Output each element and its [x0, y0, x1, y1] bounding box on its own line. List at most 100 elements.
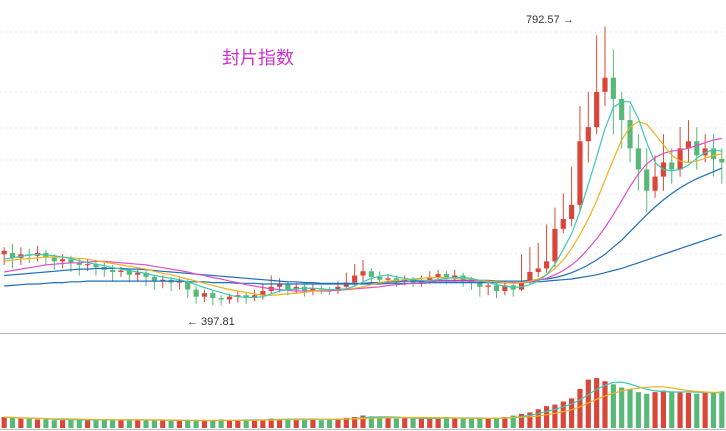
volume-bar-7	[59, 420, 66, 428]
volume-bar-52	[435, 417, 441, 428]
volume-bar-15	[126, 419, 132, 428]
candle-body-57	[477, 282, 483, 287]
ma60-line	[4, 233, 722, 287]
candle-body-10	[85, 264, 91, 266]
volume-bars	[1, 378, 725, 428]
volume-bar-32	[268, 418, 274, 428]
volume-bar-17	[143, 420, 149, 428]
volume-bar-13	[110, 420, 116, 428]
volume-bar-47	[393, 418, 399, 428]
candle-body-83	[694, 141, 700, 156]
candle-body-34	[285, 283, 291, 290]
volume-bar-6	[51, 420, 57, 428]
candle-body-30	[251, 295, 258, 299]
volume-bar-76	[635, 392, 641, 428]
volume-bar-28	[235, 420, 241, 428]
volume-bar-30	[251, 420, 258, 428]
volume-bar-74	[619, 387, 625, 428]
volume-bar-4	[34, 419, 41, 428]
candle-body-47	[393, 278, 399, 282]
volume-bar-5	[43, 419, 49, 428]
candle-body-8	[68, 259, 74, 263]
candle-body-25	[210, 293, 216, 299]
candle-body-67	[560, 218, 566, 229]
volume-bar-39	[327, 419, 333, 428]
candle-body-62	[518, 282, 525, 290]
volume-bar-73	[610, 384, 616, 428]
candle-body-85	[710, 148, 717, 159]
volume-bar-11	[93, 420, 99, 428]
candle-body-53	[443, 274, 450, 279]
candle-body-42	[352, 275, 358, 283]
volume-bar-18	[151, 420, 157, 428]
candle-body-77	[644, 169, 650, 191]
volume-bar-53	[443, 417, 450, 428]
candle-body-27	[226, 296, 233, 300]
ma30-line	[4, 167, 723, 284]
volume-bar-68	[569, 398, 575, 428]
volume-bar-42	[352, 417, 358, 428]
candle-body-52	[435, 274, 441, 277]
volume-bar-27	[226, 420, 233, 428]
candle-body-33	[276, 283, 283, 287]
volume-bar-31	[260, 419, 266, 428]
volume-bar-25	[210, 420, 216, 428]
volume-bar-12	[101, 419, 107, 428]
volume-bar-45	[377, 417, 383, 428]
volume-bar-63	[527, 412, 533, 428]
ma10-line	[4, 120, 722, 296]
candle-body-16	[135, 272, 141, 275]
volume-bar-54	[452, 417, 458, 428]
volume-bar-81	[677, 392, 683, 428]
ma20-line	[4, 137, 722, 292]
volume-bar-84	[702, 392, 708, 428]
volume-bar-70	[585, 379, 591, 428]
candle-body-40	[335, 286, 341, 292]
low-annotation: ← 397.81	[187, 316, 235, 328]
volume-bar-44	[368, 416, 374, 428]
volume-bar-48	[402, 417, 408, 428]
volume-bar-67	[560, 401, 566, 428]
volume-bar-59	[493, 417, 500, 428]
candle-body-60	[502, 285, 508, 292]
candle-body-81	[677, 148, 683, 170]
candle-body-69	[577, 141, 583, 205]
volume-bar-56	[468, 418, 475, 428]
candle-body-75	[627, 120, 633, 149]
volume-bar-65	[543, 406, 550, 428]
volume-bar-9	[76, 420, 82, 428]
volume-bar-80	[669, 391, 675, 428]
candle-body-50	[418, 281, 425, 283]
candle-body-71	[594, 91, 600, 128]
candle-body-6	[51, 257, 57, 262]
candle-body-78	[652, 176, 658, 191]
volume-ma10-line	[4, 386, 722, 421]
volume-bar-40	[335, 418, 341, 428]
candle-body-26	[218, 298, 224, 300]
candle-body-82	[685, 141, 692, 149]
candle-body-45	[377, 276, 383, 280]
volume-bar-58	[485, 418, 491, 428]
candle-body-84	[702, 148, 708, 156]
candle-body-11	[93, 264, 99, 268]
candle-body-24	[201, 293, 208, 297]
volume-bar-72	[602, 381, 608, 428]
volume-bar-62	[518, 413, 525, 428]
candle-body-23	[193, 289, 199, 297]
high-annotation: 792.57 →	[526, 14, 574, 26]
candle-body-74	[619, 98, 625, 121]
candle-body-43	[360, 271, 366, 276]
candle-body-1	[9, 252, 16, 258]
candle-body-73	[610, 77, 616, 99]
volume-ma-lines	[4, 381, 722, 422]
volume-bar-0	[1, 417, 7, 428]
candle-body-0	[1, 250, 7, 255]
volume-bar-36	[301, 419, 308, 428]
volume-bar-3	[26, 418, 32, 428]
candle-body-76	[635, 148, 641, 170]
candle-body-65	[543, 261, 550, 269]
volume-bar-34	[285, 418, 291, 428]
volume-bar-64	[535, 409, 541, 428]
volume-bar-2	[18, 418, 24, 428]
